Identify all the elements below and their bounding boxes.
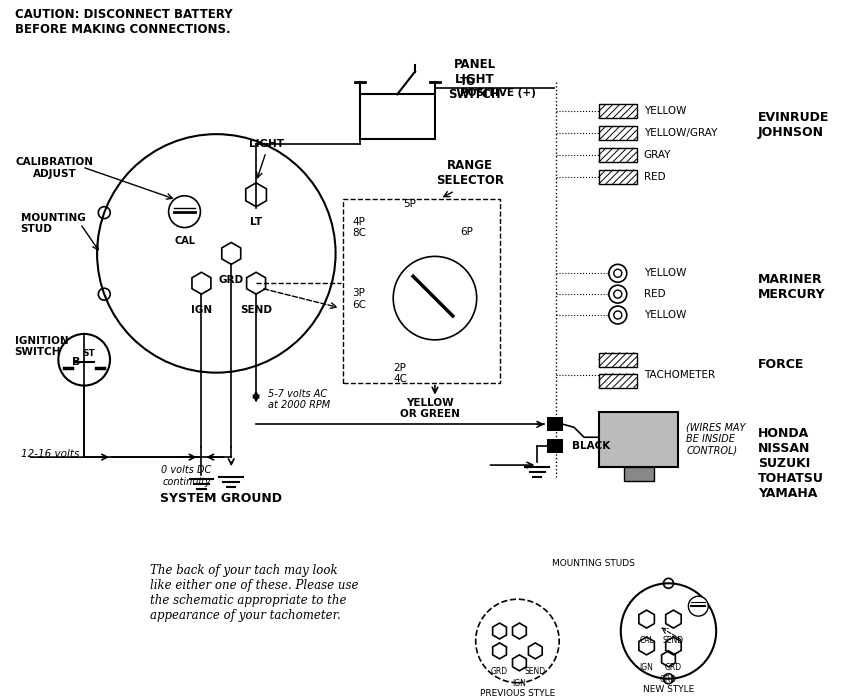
Circle shape (609, 264, 627, 282)
Text: 5P: 5P (404, 199, 416, 209)
Circle shape (688, 596, 708, 616)
Text: CAL: CAL (640, 636, 654, 645)
Text: B: B (72, 356, 80, 367)
Text: YELLOW
OR GREEN: YELLOW OR GREEN (400, 398, 460, 419)
Text: GRD: GRD (665, 663, 682, 672)
Text: PANEL
LIGHT
SWITCH: PANEL LIGHT SWITCH (448, 57, 501, 101)
Text: HONDA
NISSAN
SUZUKI
TOHATSU
YAMAHA: HONDA NISSAN SUZUKI TOHATSU YAMAHA (758, 427, 823, 500)
Text: CALIBRATION
ADJUST: CALIBRATION ADJUST (15, 157, 93, 179)
Text: GRAY: GRAY (644, 150, 671, 160)
Text: RED: RED (644, 172, 665, 182)
Text: SEND: SEND (525, 667, 545, 676)
Text: 4P
8C: 4P 8C (352, 217, 367, 238)
Bar (598, 170, 637, 184)
Text: MOUNTING STUDS: MOUNTING STUDS (551, 559, 634, 568)
Bar (361, 94, 435, 139)
Text: LIGHT: LIGHT (249, 139, 284, 149)
Text: 5-7 volts AC
at 2000 RPM: 5-7 volts AC at 2000 RPM (268, 389, 330, 410)
Text: CAL: CAL (174, 236, 195, 245)
Text: GRD: GRD (491, 667, 508, 676)
Text: FORCE: FORCE (758, 358, 805, 370)
Text: TO
POSITIVE (+): TO POSITIVE (+) (460, 76, 536, 98)
Text: IGN: IGN (512, 679, 527, 688)
Circle shape (609, 306, 627, 324)
Text: YELLOW: YELLOW (644, 310, 686, 320)
Text: SYSTEM GROUND: SYSTEM GROUND (160, 492, 282, 505)
Bar (343, 199, 499, 382)
Text: 0 volts DC
continuity: 0 volts DC continuity (161, 465, 211, 487)
Text: SEND: SEND (663, 636, 684, 645)
Text: YELLOW/GRAY: YELLOW/GRAY (644, 128, 717, 138)
Text: TACHOMETER: TACHOMETER (644, 370, 715, 380)
Text: BLACK: BLACK (572, 441, 610, 451)
Text: 6P: 6P (460, 226, 473, 236)
Text: PREVIOUS STYLE: PREVIOUS STYLE (480, 689, 555, 698)
Text: ST: ST (83, 350, 96, 359)
Text: (WIRES MAY
BE INSIDE
CONTROL): (WIRES MAY BE INSIDE CONTROL) (687, 423, 746, 456)
Bar (598, 353, 637, 367)
Text: MOUNTING
STUD: MOUNTING STUD (21, 212, 86, 234)
Text: YELLOW: YELLOW (644, 106, 686, 116)
Bar (598, 127, 637, 140)
Text: GRD: GRD (660, 675, 677, 684)
Bar (598, 148, 637, 162)
Text: YELLOW: YELLOW (644, 268, 686, 278)
Text: MARINER
MERCURY: MARINER MERCURY (758, 273, 826, 301)
Text: CAUTION: DISCONNECT BATTERY
BEFORE MAKING CONNECTIONS.: CAUTION: DISCONNECT BATTERY BEFORE MAKIN… (15, 8, 233, 36)
Bar (547, 439, 563, 453)
Text: SEND: SEND (240, 305, 272, 315)
Bar (598, 104, 637, 118)
Text: The back of your tach may look
like either one of these. Please use
the schemati: The back of your tach may look like eith… (150, 564, 358, 622)
Text: IGNITION
SWITCH: IGNITION SWITCH (15, 336, 68, 357)
Text: IGN: IGN (640, 663, 653, 672)
Text: NEW STYLE: NEW STYLE (643, 685, 694, 693)
Text: RED: RED (644, 289, 665, 299)
Bar (547, 417, 563, 431)
Text: GRD: GRD (219, 275, 244, 285)
Text: 2P
4C: 2P 4C (393, 363, 407, 384)
Bar (598, 412, 678, 467)
Circle shape (609, 285, 627, 303)
Text: IGN: IGN (191, 305, 212, 315)
Text: 3P
6C: 3P 6C (352, 288, 367, 310)
Bar (598, 374, 637, 387)
Bar (624, 467, 653, 481)
Text: RANGE
SELECTOR: RANGE SELECTOR (436, 159, 504, 187)
Text: LT: LT (250, 217, 262, 226)
Text: EVINRUDE
JOHNSON: EVINRUDE JOHNSON (758, 111, 829, 139)
Text: 12-16 volts: 12-16 volts (21, 449, 79, 459)
Circle shape (168, 196, 200, 228)
